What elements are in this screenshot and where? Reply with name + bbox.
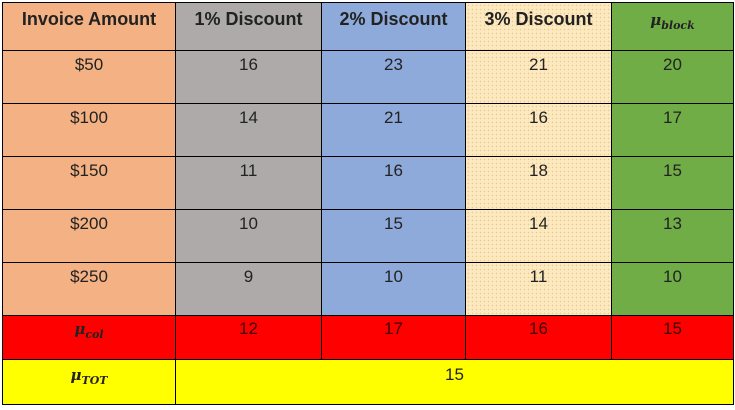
- column-mean-row: μcol 12 17 16 15: [2, 315, 734, 360]
- header-invoice-amount: Invoice Amount: [2, 2, 176, 51]
- header-discount-2: 2% Discount: [321, 2, 466, 51]
- block-mean-cell: 17: [611, 103, 734, 157]
- mu-tot-subscript: TOT: [81, 374, 108, 387]
- table-row: $250 9 10 11 10: [2, 262, 734, 316]
- column-mean-cell: 15: [611, 315, 734, 360]
- discount-3-cell: 21: [465, 50, 612, 104]
- total-mean-value: 15: [175, 359, 734, 405]
- mu-col-subscript: col: [85, 328, 104, 341]
- discount-1-cell: 16: [175, 50, 322, 104]
- invoice-amount-cell: $150: [2, 156, 176, 210]
- invoice-amount-cell: $250: [2, 262, 176, 316]
- mu-col-label: μcol: [2, 315, 176, 360]
- discount-1-cell: 11: [175, 156, 322, 210]
- discount-3-cell: 11: [465, 262, 612, 316]
- total-mean-row: μTOT 15: [2, 359, 734, 405]
- block-mean-cell: 15: [611, 156, 734, 210]
- table-row: $100 14 21 16 17: [2, 103, 734, 157]
- mu-block-letter: μ: [650, 11, 662, 29]
- column-mean-cell: 17: [321, 315, 466, 360]
- mu-tot-symbol: μTOT: [70, 366, 108, 387]
- discount-2-cell: 21: [321, 103, 466, 157]
- mu-tot-label: μTOT: [2, 359, 176, 405]
- invoice-amount-cell: $200: [2, 209, 176, 263]
- block-mean-cell: 13: [611, 209, 734, 263]
- discount-1-cell: 10: [175, 209, 322, 263]
- column-mean-cell: 12: [175, 315, 322, 360]
- mu-tot-letter: μ: [70, 366, 82, 384]
- discount-3-cell: 18: [465, 156, 612, 210]
- invoice-amount-cell: $50: [2, 50, 176, 104]
- table-row: $200 10 15 14 13: [2, 209, 734, 263]
- discount-3-cell: 14: [465, 209, 612, 263]
- table-row: $150 11 16 18 15: [2, 156, 734, 210]
- header-discount-1: 1% Discount: [175, 2, 322, 51]
- header-discount-3: 3% Discount: [465, 2, 612, 51]
- column-mean-cell: 16: [465, 315, 612, 360]
- block-mean-cell: 10: [611, 262, 734, 316]
- mu-col-symbol: μcol: [74, 320, 104, 341]
- discount-2-cell: 16: [321, 156, 466, 210]
- block-mean-cell: 20: [611, 50, 734, 104]
- discount-2-cell: 10: [321, 262, 466, 316]
- discount-1-cell: 9: [175, 262, 322, 316]
- discount-1-cell: 14: [175, 103, 322, 157]
- header-row: Invoice Amount 1% Discount 2% Discount 3…: [2, 2, 734, 51]
- invoice-amount-cell: $100: [2, 103, 176, 157]
- discount-2-cell: 23: [321, 50, 466, 104]
- header-mu-block: μblock: [611, 2, 734, 51]
- discount-3-cell: 16: [465, 103, 612, 157]
- table-row: $50 16 23 21 20: [2, 50, 734, 104]
- mu-block-subscript: block: [661, 19, 695, 32]
- mu-block-symbol: μblock: [650, 11, 695, 32]
- anova-table: Invoice Amount 1% Discount 2% Discount 3…: [2, 2, 734, 405]
- mu-col-letter: μ: [74, 320, 86, 338]
- discount-2-cell: 15: [321, 209, 466, 263]
